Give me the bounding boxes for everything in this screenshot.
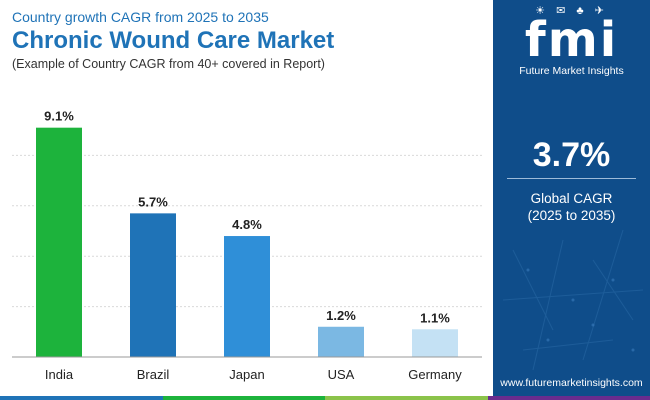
strip-segment-1: [162, 396, 325, 400]
bar-india: [36, 127, 82, 358]
global-cagr-label: Global CAGR (2025 to 2035): [493, 190, 650, 224]
data-label: 1.2%: [326, 308, 356, 323]
data-label: 5.7%: [138, 194, 168, 209]
global-cagr-label-line2: (2025 to 2035): [527, 208, 616, 223]
logo-icons: ☀ ✉ ♣ ✈: [535, 5, 608, 17]
bottom-color-strip: [0, 396, 650, 400]
data-label: 9.1%: [44, 109, 74, 124]
logo-mark: fmi: [524, 12, 619, 68]
global-cagr-label-line1: Global CAGR: [530, 191, 613, 206]
strip-segment-2: [325, 396, 488, 400]
data-label: 1.1%: [420, 310, 450, 325]
bar-chart: 9.1% India 5.7% Brazil 4.8% Japan 1.2% USA 1.1% G…: [12, 109, 482, 382]
sidebar-panel: ☀ ✉ ♣ ✈ fmi Future Market Insights 3.7% …: [493, 0, 650, 400]
tick-label: Germany: [408, 367, 462, 382]
bar-germany: [412, 329, 458, 357]
logo-text: Future Market Insights: [519, 65, 624, 77]
chart-header: Country growth CAGR from 2025 to 2035 Ch…: [12, 6, 482, 71]
bar-usa: [318, 326, 364, 357]
tick-label: Japan: [229, 367, 264, 382]
strip-segment-0: [0, 396, 163, 400]
chart-subtitle: Country growth CAGR from 2025 to 2035: [12, 9, 269, 25]
global-cagr-value: 3.7%: [532, 136, 611, 174]
tick-label: Brazil: [137, 367, 170, 382]
kpi-divider: [507, 178, 636, 179]
data-label: 4.8%: [232, 217, 262, 232]
tick-label: USA: [328, 367, 355, 382]
tick-label: India: [45, 367, 74, 382]
website-link[interactable]: www.futuremarketinsights.com: [500, 377, 643, 389]
strip-segment-3: [487, 396, 650, 400]
bar-brazil: [130, 213, 176, 357]
chart-caption: (Example of Country CAGR from 40+ covere…: [12, 57, 325, 71]
sidebar-texture: [502, 229, 644, 371]
fmi-logo: ☀ ✉ ♣ ✈ fmi Future Market Insights: [493, 4, 650, 77]
chart-title: Chronic Wound Care Market: [12, 27, 335, 54]
bar-japan: [224, 236, 270, 357]
